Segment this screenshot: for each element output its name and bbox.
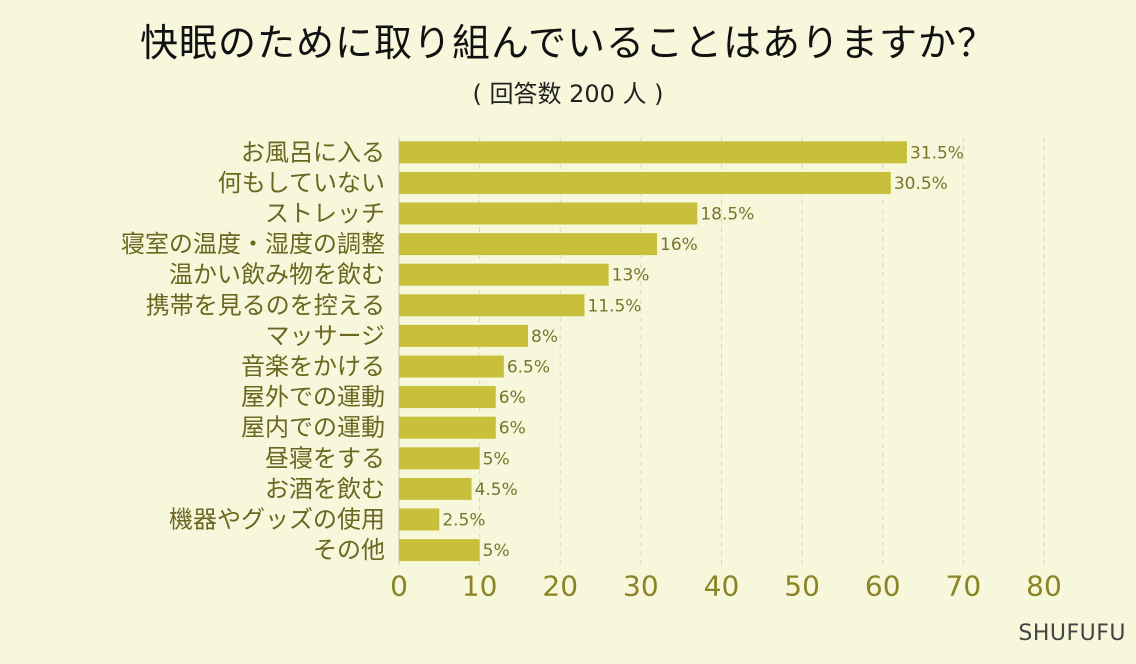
bar [399, 477, 472, 500]
data-label: 16% [660, 235, 698, 255]
brand-label: SHUFUFU [1018, 621, 1126, 646]
data-label: 5% [483, 449, 510, 469]
data-label: 31.5% [910, 143, 964, 163]
category-label: 携帯を見るのを控える [146, 291, 385, 319]
x-tick-label: 30 [623, 569, 659, 602]
x-tick-label: 0 [390, 569, 408, 602]
data-label: 5% [483, 541, 510, 561]
data-label: 2.5% [442, 511, 485, 531]
x-tick-label: 80 [1026, 569, 1062, 602]
category-label: ストレッチ [265, 200, 385, 228]
x-tick-label: 40 [704, 569, 740, 602]
x-tick-label: 70 [946, 569, 982, 602]
category-label: 寝室の温度・湿度の調整 [121, 230, 385, 258]
category-label: お風呂に入る [241, 138, 385, 166]
bar [399, 171, 891, 194]
data-label: 6% [499, 419, 526, 439]
x-tick-label: 50 [784, 569, 820, 602]
category-label: 音楽をかける [241, 353, 385, 381]
category-label: お酒を飲む [265, 475, 385, 503]
data-label: 18.5% [700, 205, 754, 225]
x-tick-label: 10 [462, 569, 498, 602]
category-label: マッサージ [265, 322, 385, 350]
data-label: 13% [612, 266, 650, 286]
x-tick-label: 60 [865, 569, 901, 602]
bar [399, 233, 657, 256]
data-label: 30.5% [894, 174, 948, 194]
bar [399, 263, 609, 286]
bar [399, 447, 480, 470]
data-label: 11.5% [587, 296, 641, 316]
category-label: 屋内での運動 [241, 414, 385, 442]
data-label: 8% [531, 327, 558, 347]
category-label: 昼寝をする [265, 444, 385, 472]
x-tick-label: 20 [542, 569, 578, 602]
bar [399, 324, 528, 347]
chart-title: 快眠のために取り組んでいることはありますか？ [139, 21, 997, 65]
category-label: 何もしていない [218, 169, 385, 197]
bar [399, 141, 907, 164]
bar [399, 386, 496, 409]
category-label: その他 [313, 536, 385, 564]
category-label: 温かい飲み物を飲む [169, 261, 385, 289]
bar [399, 355, 504, 378]
bar [399, 416, 496, 439]
bar [399, 539, 480, 562]
data-label: 4.5% [475, 480, 518, 500]
data-label: 6% [499, 388, 526, 408]
data-label: 6.5% [507, 358, 550, 378]
bar [399, 202, 698, 225]
category-label: 屋外での運動 [241, 383, 385, 411]
chart-subtitle: ( 回答数 200 人 ) [472, 80, 664, 108]
category-label: 機器やグッズの使用 [169, 506, 385, 534]
bar [399, 508, 440, 531]
bar [399, 294, 585, 317]
